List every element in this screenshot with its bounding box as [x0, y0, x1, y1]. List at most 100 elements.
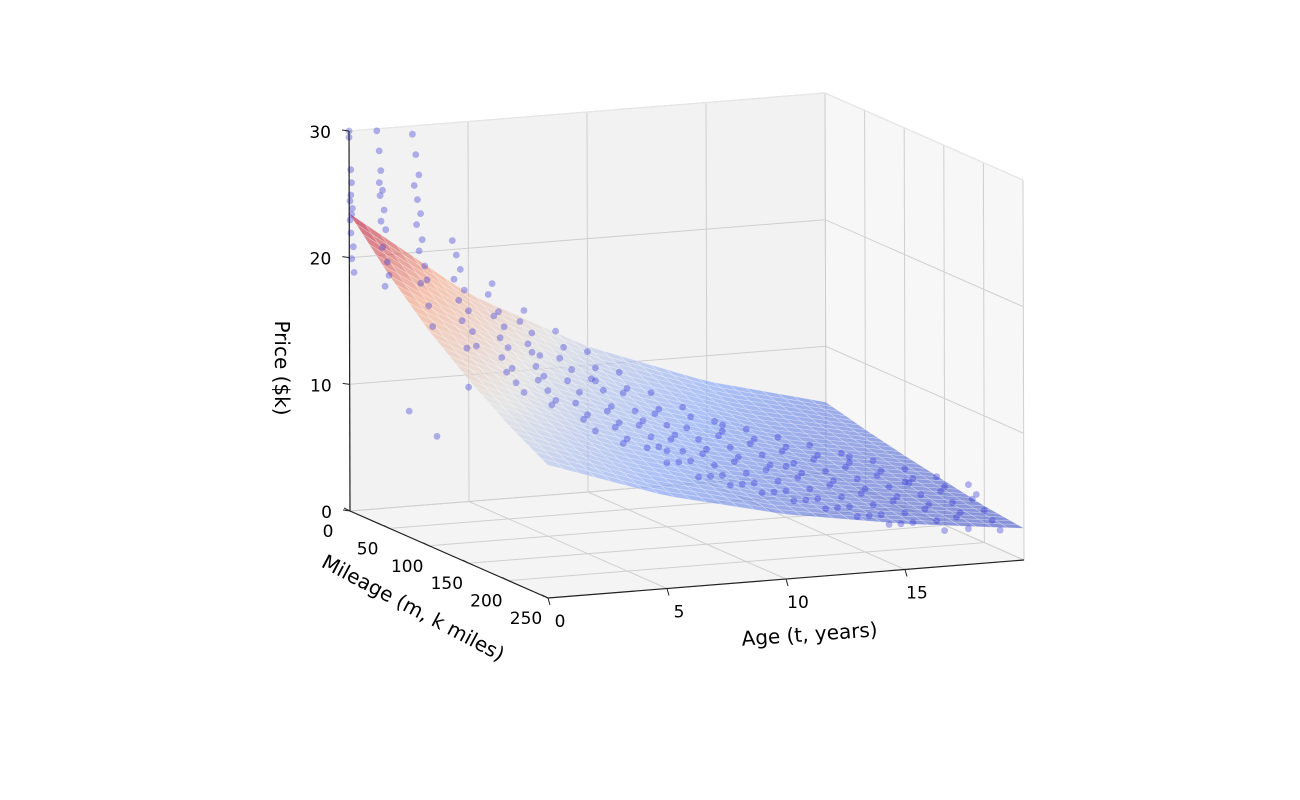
scatter-point [730, 458, 738, 466]
x-tick-mark [785, 578, 789, 587]
scatter-point [469, 328, 476, 335]
scatter-point [901, 478, 909, 486]
scatter-point [580, 415, 587, 423]
scatter-point [865, 512, 873, 520]
scatter-point [873, 471, 881, 479]
scatter-point [631, 407, 639, 415]
scatter-point [376, 192, 384, 200]
scatter-point [830, 477, 837, 485]
scatter-point [782, 462, 790, 470]
z-tick-label: 0 [321, 503, 332, 523]
scatter-point [655, 405, 663, 413]
scatter-point [410, 182, 418, 189]
scatter-point [381, 282, 389, 290]
x-tick-label: 10 [787, 593, 809, 613]
scatter-point [742, 469, 750, 477]
scatter-point [988, 517, 996, 524]
scatter-point [933, 517, 941, 525]
scatter-point [520, 389, 528, 396]
scatter-point [861, 485, 869, 493]
scatter-point [889, 497, 897, 505]
scatter-point [897, 520, 905, 528]
scatter-point [568, 366, 575, 374]
scatter-point [699, 450, 706, 458]
scatter-point [417, 210, 424, 218]
scatter-point [490, 312, 498, 320]
scatter-point [495, 308, 502, 316]
scatter-point [346, 197, 354, 205]
scatter-point [572, 399, 579, 407]
scatter-point [560, 343, 567, 351]
scatter-point [909, 519, 917, 526]
scatter-point [373, 127, 381, 135]
scatter-point [516, 318, 524, 325]
scatter-point [524, 340, 532, 348]
scatter-point [853, 475, 861, 483]
scatter-point [552, 397, 560, 404]
scatter-point [719, 421, 726, 429]
scatter-point [711, 417, 718, 425]
surface-cell [816, 403, 840, 412]
scatter-point [838, 493, 845, 501]
scatter-point [675, 458, 683, 466]
scatter-point [417, 279, 425, 287]
scatter-point [623, 385, 631, 392]
scatter-point [512, 379, 520, 387]
surface-cell [809, 399, 833, 407]
scatter-point [667, 436, 675, 443]
scatter-point [418, 236, 426, 244]
surface-cell [889, 454, 912, 461]
scatter-point [893, 493, 901, 501]
scatter-point [532, 363, 540, 370]
scatter-point [423, 276, 431, 284]
scatter-point [412, 151, 420, 159]
scatter-point [869, 457, 877, 465]
scatter-point [536, 352, 544, 359]
scatter-point [484, 291, 492, 298]
fitted-surface [348, 213, 1025, 529]
scatter-point [774, 477, 782, 485]
surface-cell [922, 475, 945, 482]
scatter-point [488, 280, 496, 287]
scatter-point [413, 221, 420, 229]
scatter-point [695, 436, 702, 443]
scatter-point [584, 411, 591, 419]
scatter-point [734, 453, 742, 461]
scatter-point [917, 491, 925, 499]
scatter-point [520, 307, 528, 314]
scatter-point [458, 317, 466, 325]
scatter-point [822, 467, 829, 475]
scatter-point [782, 487, 790, 495]
scatter-point [822, 505, 829, 513]
scatter-point [588, 375, 595, 383]
scatter-point [738, 480, 746, 488]
scatter-point [707, 472, 714, 480]
scatter-point [766, 461, 774, 469]
scatter-point [742, 425, 750, 433]
y-tick-mark [383, 524, 390, 529]
scatter-point [679, 403, 687, 411]
scatter-point [465, 307, 472, 315]
scatter-point [498, 354, 506, 361]
scatter-point [377, 217, 385, 225]
scatter-point [584, 348, 591, 356]
scatter-point [909, 475, 917, 482]
scatter-point [508, 364, 516, 372]
scatter-point [592, 427, 599, 435]
scatter-point [651, 410, 659, 417]
scatter-point [599, 386, 607, 394]
scatter-point [846, 503, 853, 511]
scatter-point [965, 481, 972, 488]
x-tick-mark [904, 569, 908, 577]
x-axis-label: Age (t, years) [741, 617, 879, 650]
scatter-point [798, 469, 806, 477]
y-tick-label: 150 [431, 574, 463, 594]
surface-cell [974, 508, 998, 514]
scatter-point [957, 509, 964, 516]
x-tick-label: 5 [674, 603, 685, 623]
scatter-point [941, 527, 948, 534]
z-tick-mark [342, 509, 351, 512]
scatter-point [349, 205, 356, 212]
